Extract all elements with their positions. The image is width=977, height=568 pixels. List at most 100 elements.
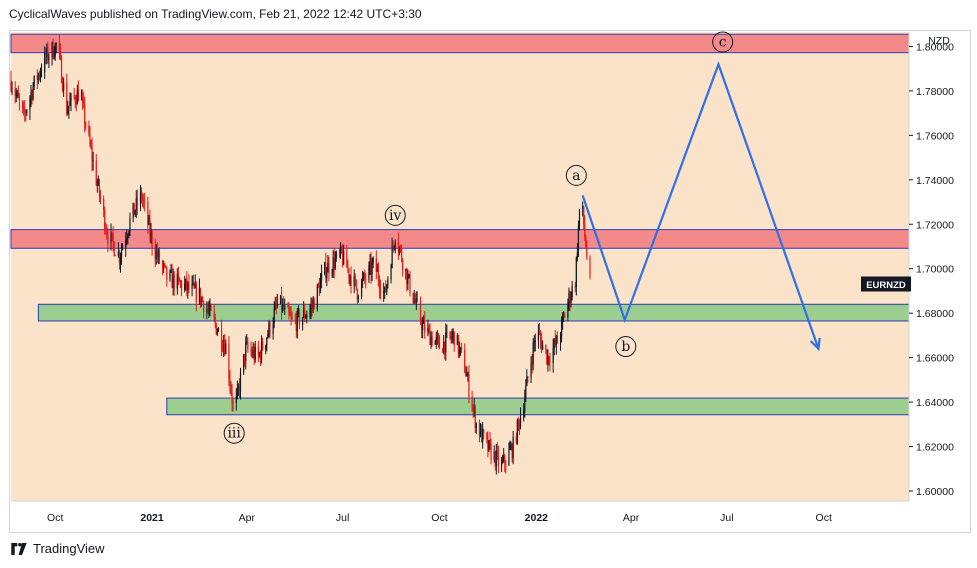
candle-body: [553, 339, 555, 348]
candle-body: [333, 257, 335, 269]
candle-body: [157, 250, 159, 258]
x-tick-label: 2021: [140, 512, 164, 524]
candle-body: [545, 344, 547, 350]
candle-body: [589, 257, 591, 277]
candle-body: [376, 269, 378, 272]
candle-body: [80, 98, 83, 101]
candle-body: [532, 343, 534, 365]
candle-body: [58, 43, 61, 51]
candle-body: [370, 261, 372, 275]
candle-body: [262, 341, 264, 350]
candle-body: [393, 246, 395, 248]
y-tick-label: 1.60000: [916, 486, 954, 498]
wave-label-text: iv: [389, 208, 401, 224]
footer-brand[interactable]: TradingView: [33, 541, 105, 556]
candle-body: [289, 313, 291, 316]
candle-body: [295, 319, 297, 332]
candle-body: [408, 274, 410, 277]
candle-body: [446, 332, 448, 333]
candle-body: [303, 309, 305, 318]
candle-body: [571, 285, 573, 298]
candle-body: [188, 282, 190, 290]
candle-body: [342, 252, 344, 265]
x-tick-label: 2022: [525, 512, 549, 524]
candle-body: [327, 262, 329, 273]
candle-body: [526, 376, 528, 387]
candle-body: [574, 285, 576, 288]
candle-body: [31, 92, 33, 99]
candle-body: [272, 323, 274, 334]
candle-body: [140, 191, 143, 199]
candle-body: [24, 109, 26, 113]
candle-body: [459, 347, 462, 348]
wave-label-iii[interactable]: iii: [223, 422, 245, 444]
candle-body: [235, 396, 237, 403]
candle-body: [402, 260, 404, 271]
candle-body: [141, 198, 144, 201]
candle-body: [379, 289, 382, 293]
candle-body: [563, 315, 565, 318]
candle-body: [195, 283, 197, 302]
currency-label: NZD: [928, 35, 950, 47]
candle-body: [453, 331, 455, 346]
candle-body: [236, 387, 238, 397]
candle-body: [92, 160, 94, 162]
candle-body: [317, 284, 320, 286]
candle-body: [554, 339, 556, 345]
candle-body: [500, 462, 503, 466]
wave-label-circle: [565, 164, 587, 186]
candle-body: [466, 375, 468, 377]
wave-label-c[interactable]: c: [712, 31, 734, 53]
candle-body: [538, 331, 541, 335]
candle-body: [375, 258, 377, 272]
candle-body: [556, 336, 558, 344]
candle-body: [325, 262, 327, 278]
resistance-zone[interactable]: [10, 33, 910, 54]
projection-line[interactable]: [581, 60, 820, 350]
candle-body: [150, 232, 152, 236]
candle-body: [45, 52, 47, 58]
candle-body: [348, 268, 350, 278]
candle-body: [103, 199, 105, 210]
candle-body: [16, 92, 18, 95]
support-zone[interactable]: [37, 303, 910, 322]
candle-body: [353, 276, 355, 287]
candle-body: [347, 267, 349, 269]
candle-body: [559, 336, 562, 344]
resistance-zone[interactable]: [10, 229, 910, 249]
wave-label-a[interactable]: a: [565, 164, 587, 186]
candle-body: [539, 334, 542, 340]
candle-body: [568, 292, 570, 303]
candle-body: [569, 292, 571, 304]
candle-body: [231, 392, 233, 403]
candle-body: [523, 411, 525, 418]
candle-body: [89, 133, 91, 145]
candle-body: [427, 328, 429, 333]
candle-body: [39, 72, 42, 77]
wave-label-iv[interactable]: iv: [384, 204, 406, 226]
candle-body: [177, 273, 179, 278]
chart-area[interactable]: iii iv a b c NZD 1.80000 1.78000 1.76000 1.74000…: [9, 30, 971, 533]
candle-body: [332, 257, 334, 272]
wave-labels: iii iv a b c: [223, 31, 734, 444]
candle-body: [452, 331, 454, 336]
symbol-badge[interactable]: EURNZD: [861, 276, 911, 292]
y-tick-label: 1.64000: [916, 397, 954, 409]
candle-body: [223, 344, 225, 349]
candle-body: [586, 247, 588, 258]
wave-label-b[interactable]: b: [615, 336, 637, 358]
candle-body: [378, 280, 381, 290]
candle-body: [252, 349, 254, 356]
candle-body: [251, 351, 253, 356]
support-zone[interactable]: [166, 397, 910, 416]
candle-body: [282, 303, 284, 311]
candle-body: [489, 440, 491, 444]
candle-body: [497, 452, 500, 466]
y-tick-label: 1.74000: [916, 175, 954, 187]
candle-body: [508, 449, 510, 465]
candle-body: [232, 402, 234, 404]
candle-body: [316, 284, 318, 310]
candle-body: [480, 426, 483, 443]
